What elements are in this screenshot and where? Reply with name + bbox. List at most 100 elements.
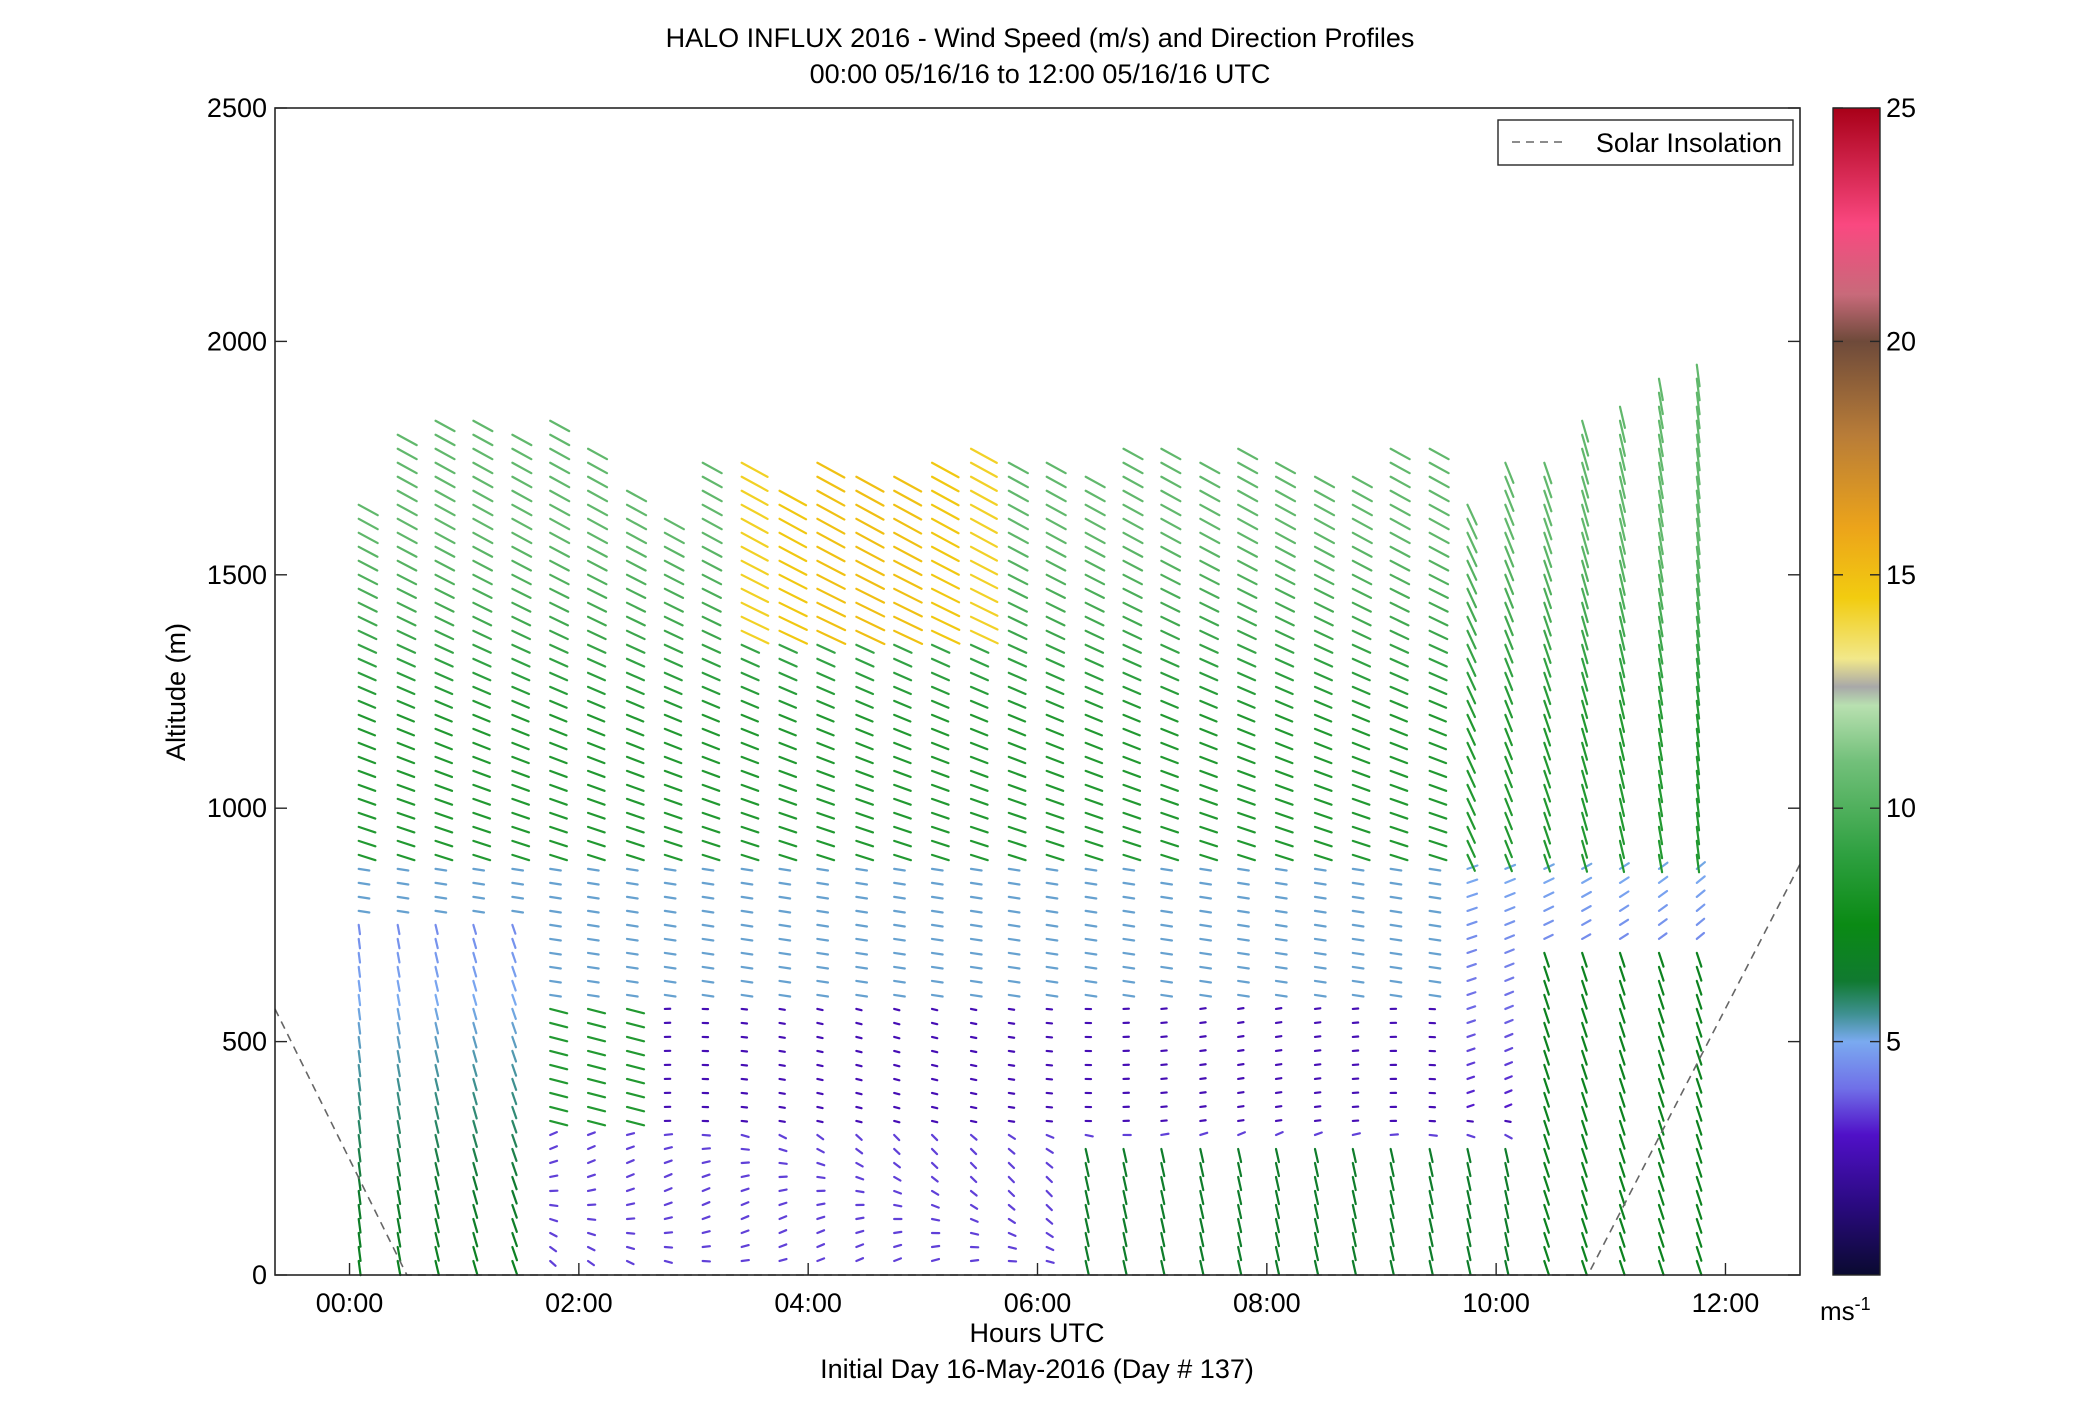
wind-vector	[472, 587, 493, 600]
wind-vector	[1581, 671, 1589, 692]
wind-vector	[930, 895, 944, 900]
wind-vector	[1695, 615, 1701, 638]
wind-vector	[625, 825, 645, 834]
wind-vector	[549, 615, 570, 627]
wind-vector	[1274, 615, 1295, 627]
wind-vector	[816, 783, 835, 792]
wind-vector	[434, 727, 453, 737]
wind-vector	[1695, 727, 1701, 748]
wind-vector	[1313, 1021, 1322, 1025]
wind-vector	[357, 615, 378, 627]
wind-vector	[855, 1133, 863, 1141]
wind-vector	[434, 1147, 440, 1163]
wind-vector	[663, 951, 677, 956]
wind-vector	[893, 1077, 901, 1082]
wind-vector	[1122, 741, 1141, 751]
wind-vector	[816, 1035, 824, 1040]
wind-vector	[1351, 531, 1373, 545]
wind-vector	[855, 685, 875, 696]
wind-vector	[1428, 615, 1449, 627]
wind-vector	[855, 923, 869, 928]
wind-vector	[586, 657, 607, 668]
wind-vector	[625, 783, 645, 792]
wind-vector	[1007, 1217, 1017, 1224]
wind-vector	[1122, 1161, 1128, 1178]
wind-vector	[1084, 769, 1104, 779]
x-axis-ticks: 00:00 02:00 04:00 06:00 08:00 10:00 12:00	[316, 1263, 1759, 1318]
wind-vector	[472, 699, 491, 709]
wind-vector	[740, 923, 754, 928]
wind-vector	[1695, 1007, 1703, 1024]
wind-vector	[1313, 643, 1334, 654]
wind-vector	[1695, 965, 1703, 982]
wind-vector	[1160, 797, 1179, 806]
wind-vector	[930, 1161, 939, 1170]
wind-vector	[1160, 1147, 1166, 1164]
wind-vector	[969, 503, 998, 520]
wind-vector	[1389, 867, 1403, 872]
wind-vector	[855, 615, 886, 632]
wind-vector	[1428, 839, 1448, 848]
wind-vector	[586, 503, 609, 517]
wind-vector	[625, 601, 647, 613]
wind-vector	[1581, 433, 1590, 457]
wind-vector	[778, 881, 792, 886]
wind-vector	[511, 993, 517, 1006]
wind-vector	[1504, 1089, 1513, 1095]
wind-vector	[1084, 685, 1104, 696]
wind-vector	[1084, 909, 1098, 914]
wind-vector	[816, 545, 846, 563]
wind-vector	[1695, 825, 1701, 846]
wind-vector	[1657, 1189, 1665, 1206]
wind-vector	[357, 965, 362, 978]
wind-vector	[1274, 741, 1294, 751]
wind-vector	[1160, 545, 1182, 558]
wind-vector	[1581, 919, 1592, 927]
wind-vector	[1313, 1131, 1323, 1137]
wind-vector	[549, 755, 568, 765]
wind-vector	[1351, 909, 1365, 914]
wind-vector	[1045, 461, 1067, 475]
wind-vector	[1274, 531, 1297, 545]
wind-vector	[1274, 1245, 1281, 1262]
wind-vector	[396, 993, 401, 1007]
wind-vector	[1084, 783, 1104, 792]
wind-vector	[1237, 461, 1259, 475]
wind-vector	[1122, 881, 1136, 886]
wind-vector	[434, 1217, 440, 1234]
wind-vector	[396, 1105, 401, 1120]
wind-vector	[663, 517, 685, 531]
wind-vector	[1122, 1259, 1128, 1276]
wind-vector	[1389, 797, 1409, 806]
wind-vector	[1045, 881, 1059, 886]
wind-vector	[1351, 615, 1372, 627]
wind-vector	[357, 643, 378, 654]
wind-vector	[434, 1049, 440, 1063]
wind-vector	[1045, 797, 1065, 806]
wind-vector	[816, 559, 846, 577]
wind-vector	[472, 1105, 478, 1120]
wind-vector	[434, 1161, 440, 1177]
wind-vector	[855, 531, 885, 549]
wind-vector	[1007, 1021, 1016, 1025]
wind-vector	[1695, 917, 1706, 927]
wind-vector	[1504, 990, 1515, 997]
wind-vector	[586, 1159, 596, 1165]
wind-vector	[1160, 713, 1179, 723]
wind-vector	[511, 601, 532, 613]
wind-vector	[930, 587, 961, 604]
wind-vector	[472, 909, 486, 914]
wind-vector	[472, 1007, 478, 1021]
wind-vector	[1504, 839, 1513, 859]
wind-vector	[586, 671, 607, 682]
wind-vector	[1007, 937, 1021, 942]
wind-vector	[740, 727, 760, 737]
wind-vector	[511, 1007, 517, 1020]
wind-vector	[1466, 713, 1476, 732]
wind-vector	[1543, 1091, 1550, 1108]
wind-vector	[1274, 643, 1295, 654]
wind-vector	[969, 755, 989, 765]
wind-vector	[893, 1021, 901, 1026]
wind-vector	[1657, 993, 1665, 1010]
wind-vector	[396, 741, 416, 751]
